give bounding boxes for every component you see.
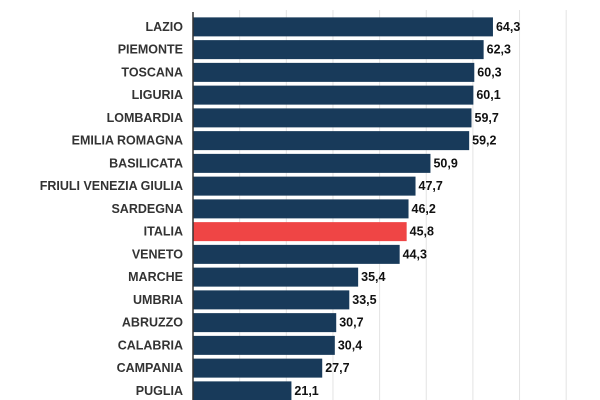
category-label: VENETO — [132, 247, 183, 261]
value-label: 62,3 — [487, 43, 511, 57]
value-label: 60,3 — [477, 65, 501, 79]
bar-emilia-romagna — [193, 131, 470, 151]
value-label: 45,8 — [410, 225, 434, 239]
bar-liguria — [193, 85, 474, 105]
category-label: MARCHE — [128, 270, 183, 284]
bar-lombardia — [193, 108, 472, 128]
bar-basilicata — [193, 153, 431, 173]
value-label: 60,1 — [476, 88, 500, 102]
category-label: ITALIA — [144, 225, 183, 239]
bar-calabria — [193, 335, 335, 355]
category-label: LAZIO — [146, 20, 184, 34]
value-label: 30,7 — [339, 316, 363, 330]
bar-piemonte — [193, 40, 484, 60]
value-label: 59,7 — [475, 111, 499, 125]
category-label: FRIULI VENEZIA GIULIA — [40, 179, 183, 193]
category-label: UMBRIA — [133, 293, 183, 307]
category-label: CAMPANIA — [117, 361, 183, 375]
category-label: PIEMONTE — [118, 43, 183, 57]
bars — [193, 17, 493, 400]
bar-umbria — [193, 290, 350, 310]
category-label: CALABRIA — [118, 338, 183, 352]
value-label: 35,4 — [361, 270, 385, 284]
value-labels: 64,3 62,3 60,3 60,1 59,7 59,2 50,9 47,7 46,2 45,8… — [294, 20, 520, 398]
bar-abruzzo — [193, 313, 337, 333]
category-label: PUGLIA — [136, 384, 183, 398]
category-labels: LAZIO PIEMONTE TOSCANA LIGURIA LOMBARDIA EMIL… — [40, 20, 184, 398]
value-label: 59,2 — [472, 134, 496, 148]
category-label: SARDEGNA — [111, 202, 183, 216]
value-label: 21,1 — [294, 384, 318, 398]
value-label: 46,2 — [412, 202, 436, 216]
bar-campania — [193, 358, 323, 378]
bar-puglia — [193, 381, 292, 400]
category-label: LIGURIA — [132, 88, 183, 102]
value-label: 33,5 — [352, 293, 376, 307]
bar-lazio — [193, 17, 493, 37]
value-label: 64,3 — [496, 20, 520, 34]
bar-toscana — [193, 62, 475, 82]
category-label: EMILIA ROMAGNA — [72, 134, 183, 148]
value-label: 47,7 — [419, 179, 443, 193]
bar-friuli-venezia-giulia — [193, 176, 416, 196]
value-label: 44,3 — [403, 247, 427, 261]
bar-italia — [193, 222, 407, 242]
bar-veneto — [193, 244, 400, 264]
bar-marche — [193, 267, 359, 287]
bar-sardegna — [193, 199, 409, 219]
value-label: 27,7 — [325, 361, 349, 375]
category-label: TOSCANA — [121, 65, 183, 79]
value-label: 30,4 — [338, 338, 362, 352]
category-label: BASILICATA — [109, 156, 183, 170]
category-label: LOMBARDIA — [107, 111, 183, 125]
value-label: 50,9 — [433, 156, 457, 170]
category-label: ABRUZZO — [122, 316, 183, 330]
